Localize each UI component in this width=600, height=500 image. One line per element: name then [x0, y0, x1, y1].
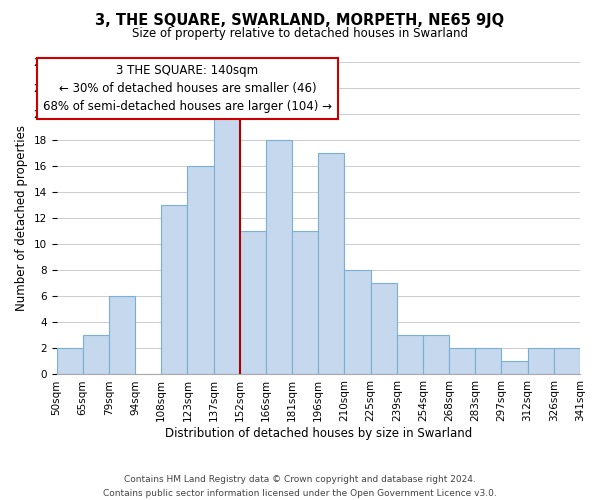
Text: 3, THE SQUARE, SWARLAND, MORPETH, NE65 9JQ: 3, THE SQUARE, SWARLAND, MORPETH, NE65 9… [95, 12, 505, 28]
Bar [56, 348, 83, 374]
Bar [83, 336, 109, 374]
Bar [109, 296, 135, 374]
Bar [423, 336, 449, 374]
X-axis label: Distribution of detached houses by size in Swarland: Distribution of detached houses by size … [164, 427, 472, 440]
Text: Contains HM Land Registry data © Crown copyright and database right 2024.
Contai: Contains HM Land Registry data © Crown c… [103, 476, 497, 498]
Bar [318, 153, 344, 374]
Bar [344, 270, 371, 374]
Bar [475, 348, 502, 374]
Bar [187, 166, 214, 374]
Bar [292, 231, 318, 374]
Bar [527, 348, 554, 374]
Bar [502, 362, 527, 374]
Y-axis label: Number of detached properties: Number of detached properties [15, 125, 28, 311]
Bar [240, 231, 266, 374]
Bar [214, 114, 240, 374]
Bar [554, 348, 580, 374]
Bar [161, 205, 187, 374]
Bar [371, 283, 397, 374]
Bar [266, 140, 292, 374]
Text: Size of property relative to detached houses in Swarland: Size of property relative to detached ho… [132, 28, 468, 40]
Text: 3 THE SQUARE: 140sqm
← 30% of detached houses are smaller (46)
68% of semi-detac: 3 THE SQUARE: 140sqm ← 30% of detached h… [43, 64, 332, 113]
Bar [449, 348, 475, 374]
Bar [397, 336, 423, 374]
